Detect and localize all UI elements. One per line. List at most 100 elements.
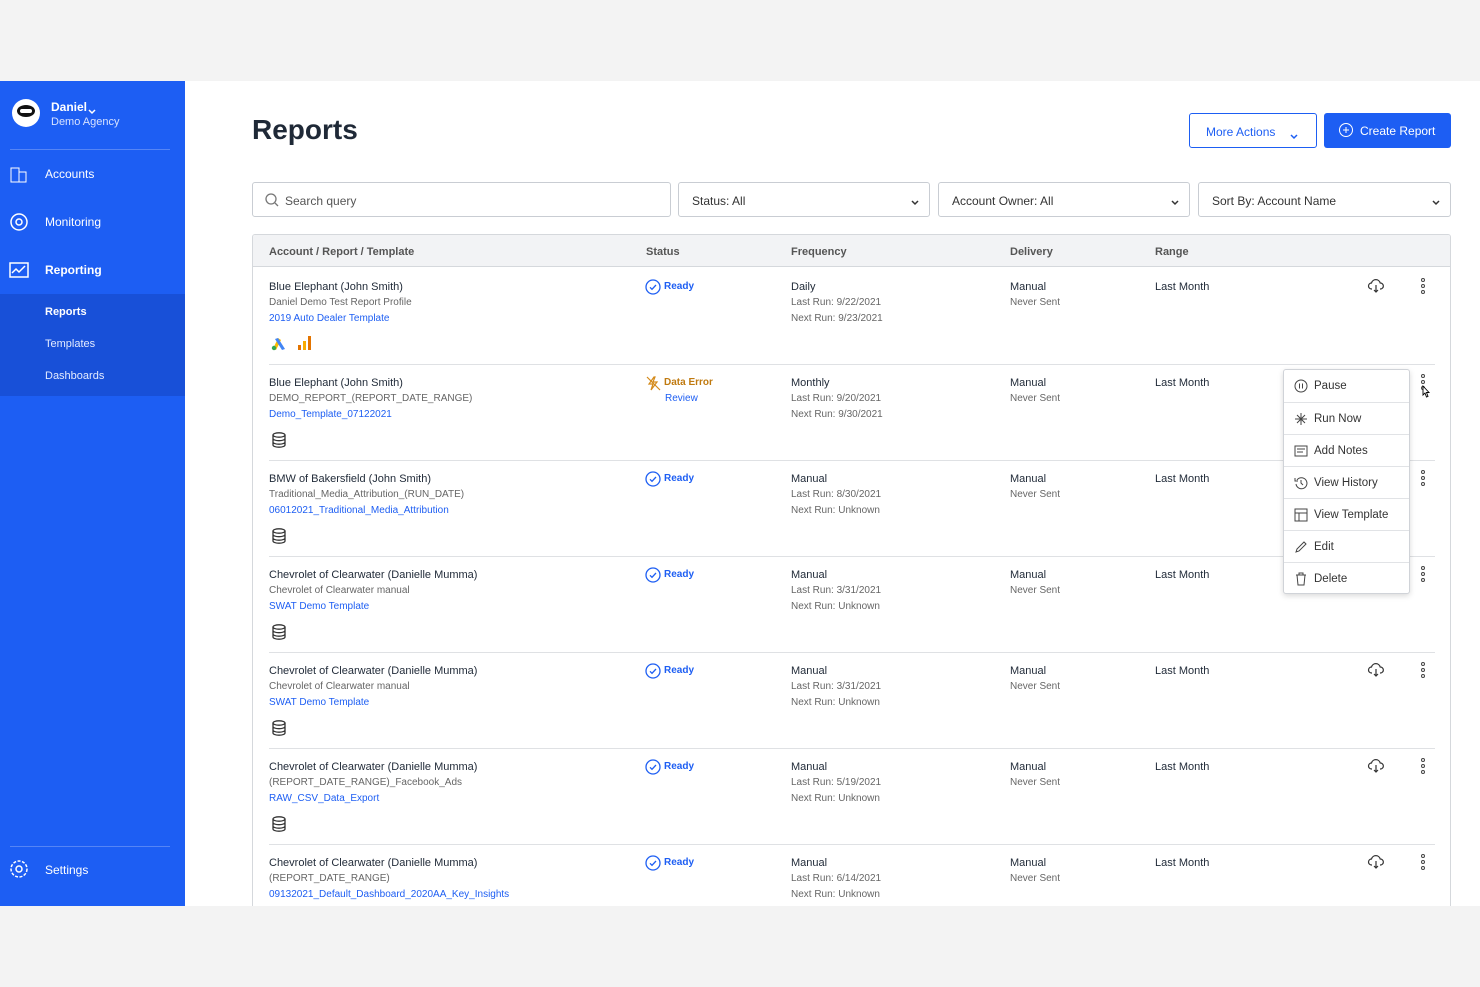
divider (10, 846, 170, 847)
template-link[interactable]: 2019 Auto Dealer Template (269, 313, 390, 324)
menu-label: View Template (1314, 509, 1389, 521)
menu-item[interactable]: Add Notes (1284, 434, 1409, 466)
column-header[interactable]: Range (1155, 246, 1189, 258)
database-icon-svg (272, 816, 286, 832)
next-run: Next Run: Unknown (791, 889, 880, 900)
search-input[interactable]: Search query (252, 182, 671, 217)
download-button[interactable] (1367, 758, 1384, 774)
database-icon-svg (272, 528, 286, 544)
nav-item[interactable]: Monitoring (45, 215, 102, 229)
filter-dropdown[interactable]: Account Owner: All (938, 182, 1190, 217)
row-menu-button-svg (1421, 566, 1425, 582)
column-header[interactable]: Status (646, 246, 680, 258)
user-name[interactable]: Daniel (51, 100, 88, 114)
status-label: Ready (664, 761, 695, 772)
row-menu-button[interactable] (1420, 662, 1426, 678)
filter-dropdown[interactable]: Status: All (678, 182, 930, 217)
frequency: Monthly (791, 377, 830, 389)
menu-icon (1294, 476, 1308, 490)
ready-icon (645, 855, 661, 871)
plus-icon (1339, 123, 1353, 137)
account-name: BMW of Bakersfield (John Smith) (269, 473, 431, 485)
settings-icon-svg (10, 860, 28, 878)
menu-label: Edit (1314, 541, 1334, 553)
nav-item[interactable]: Reporting (45, 263, 102, 277)
range: Last Month (1155, 761, 1210, 773)
template-link[interactable]: 06012021_Traditional_Media_Attribution (269, 505, 449, 516)
menu-icon-svg (1295, 413, 1307, 425)
create-report-button[interactable]: Create Report (1324, 113, 1451, 148)
delivery: Manual (1010, 569, 1047, 581)
row-menu-button[interactable] (1420, 758, 1426, 774)
report-name: (REPORT_DATE_RANGE) (269, 873, 390, 884)
template-link[interactable]: 09132021_Default_Dashboard_2020AA_Key_In… (269, 889, 510, 900)
last-run: Last Run: 8/30/2021 (791, 489, 882, 500)
chevron (1290, 128, 1298, 140)
download-button[interactable] (1367, 662, 1384, 678)
database-icon (272, 720, 286, 736)
template-link[interactable]: SWAT Demo Template (269, 601, 370, 612)
reports-table: Account / Report / Template Status Frequen… (252, 234, 1451, 906)
more-actions-button[interactable]: More Actions (1189, 113, 1317, 148)
menu-item[interactable]: Edit (1284, 530, 1409, 562)
delivery-status: Never Sent (1010, 873, 1061, 884)
menu-item[interactable]: Delete (1284, 562, 1409, 594)
database-icon (272, 816, 286, 832)
frequency: Manual (791, 665, 828, 677)
divider (10, 149, 170, 150)
ready-icon-svg (645, 855, 661, 871)
menu-icon-svg (1294, 379, 1308, 393)
menu-icon (1294, 508, 1308, 522)
row-menu-button-svg (1421, 278, 1425, 294)
subnav-item[interactable]: Reports (45, 306, 87, 318)
filter-label: Sort By: Account Name (1212, 194, 1337, 208)
row-menu-button[interactable] (1420, 566, 1426, 582)
ready-icon-svg (645, 567, 661, 583)
download-button[interactable] (1367, 278, 1384, 294)
column-header[interactable]: Account / Report / Template (269, 246, 415, 258)
create-report-label: Create Report (1360, 124, 1436, 138)
menu-icon-svg (1294, 477, 1308, 490)
download-button-svg (1367, 855, 1384, 869)
database-icon (272, 528, 286, 544)
template-link[interactable]: RAW_CSV_Data_Export (269, 793, 380, 804)
column-header[interactable]: Frequency (791, 246, 847, 258)
status-review-link[interactable]: Review (665, 393, 698, 404)
chevron-svg (1290, 134, 1298, 140)
delivery-status: Never Sent (1010, 297, 1061, 308)
status-label: Ready (664, 857, 695, 868)
google-ads-icon (270, 334, 288, 352)
delivery-status: Never Sent (1010, 489, 1061, 500)
menu-item[interactable]: Pause (1284, 370, 1409, 402)
next-run: Next Run: 9/23/2021 (791, 313, 883, 324)
settings[interactable]: Settings (45, 863, 89, 877)
account-name: Chevrolet of Clearwater (Danielle Mumma) (269, 569, 478, 581)
subnav-item[interactable]: Templates (45, 338, 96, 350)
subnav-item[interactable]: Dashboards (45, 370, 105, 382)
delivery-status: Never Sent (1010, 585, 1061, 596)
menu-label: Add Notes (1314, 445, 1368, 457)
row-menu-button[interactable] (1420, 278, 1426, 294)
menu-item[interactable]: Run Now (1284, 402, 1409, 434)
database-icon (272, 432, 286, 448)
download-button[interactable] (1367, 854, 1384, 870)
account-name: Blue Elephant (John Smith) (269, 281, 403, 293)
column-header[interactable]: Delivery (1010, 246, 1053, 258)
filter-dropdown[interactable]: Sort By: Account Name (1198, 182, 1451, 217)
download-button-svg (1367, 663, 1384, 677)
template-link[interactable]: SWAT Demo Template (269, 697, 370, 708)
row-menu-button[interactable] (1420, 854, 1426, 870)
menu-item[interactable]: View History (1284, 466, 1409, 498)
ready-icon (645, 663, 661, 679)
last-run: Last Run: 5/19/2021 (791, 777, 882, 788)
cursor-svg (1422, 384, 1431, 398)
template-link[interactable]: Demo_Template_07122021 (269, 409, 392, 420)
row-menu-button[interactable] (1420, 470, 1426, 486)
last-run: Last Run: 9/20/2021 (791, 393, 882, 404)
search-placeholder: Search query (285, 194, 357, 208)
account-name: Blue Elephant (John Smith) (269, 377, 403, 389)
database-icon (272, 624, 286, 640)
frequency: Manual (791, 473, 828, 485)
menu-item[interactable]: View Template (1284, 498, 1409, 530)
nav-item[interactable]: Accounts (45, 167, 95, 181)
